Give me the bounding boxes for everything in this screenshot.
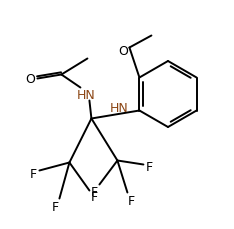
Text: F: F — [146, 160, 153, 173]
Text: O: O — [26, 73, 35, 86]
Text: F: F — [91, 190, 98, 203]
Text: O: O — [118, 45, 128, 58]
Text: F: F — [30, 167, 37, 180]
Text: F: F — [128, 194, 135, 207]
Text: HN: HN — [77, 89, 96, 101]
Text: F: F — [91, 185, 98, 198]
Text: HN: HN — [110, 101, 129, 114]
Text: F: F — [52, 200, 59, 213]
